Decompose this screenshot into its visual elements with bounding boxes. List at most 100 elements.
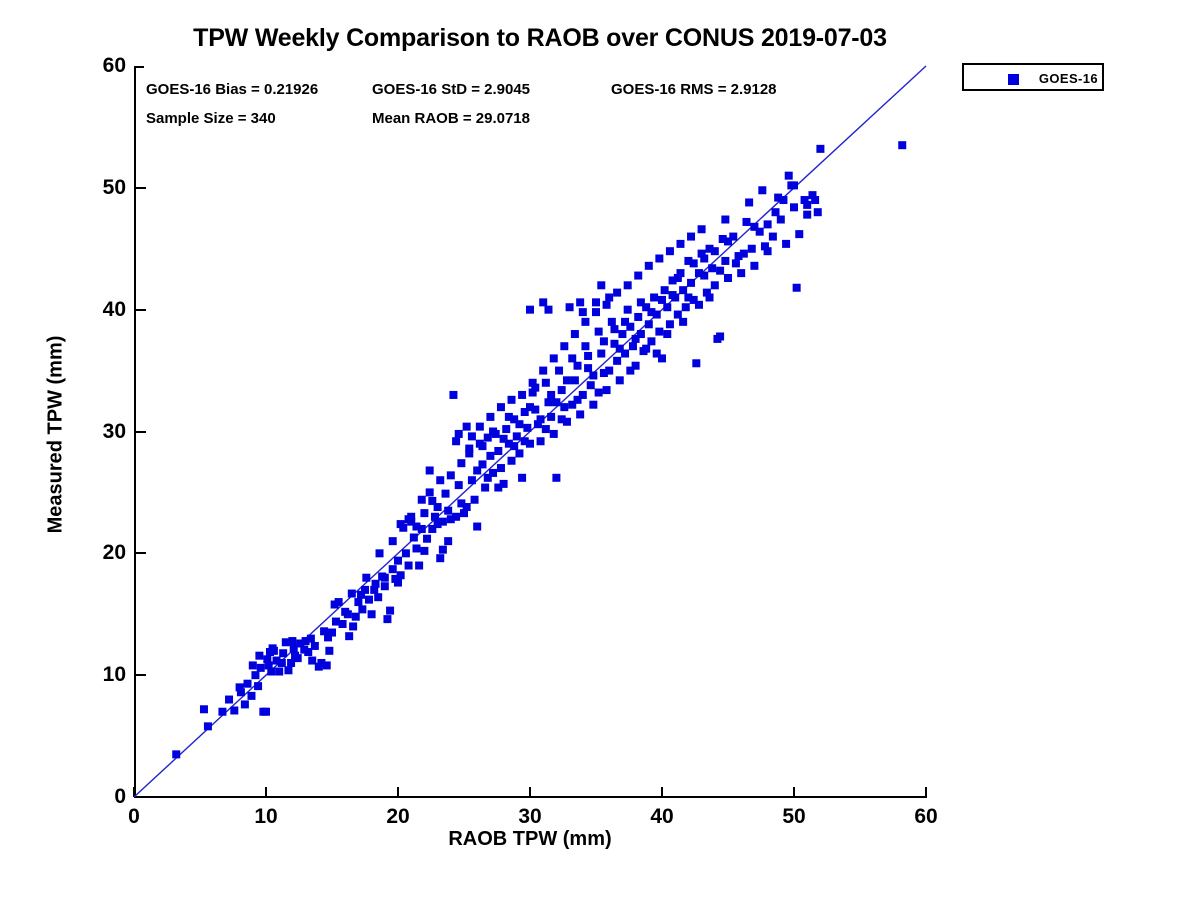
data-point [898,141,907,150]
data-point [708,264,717,273]
x-tick-40 [661,787,663,797]
data-point [763,247,772,256]
data-point [277,658,286,667]
x-tick-label-0: 0 [128,805,140,828]
data-point [507,456,516,465]
data-point [465,444,474,453]
data-point [795,230,804,239]
data-point [256,663,265,672]
data-point [665,247,674,256]
data-point [531,383,540,392]
data-point [264,661,273,670]
data-point [412,544,421,553]
data-point [549,429,558,438]
data-point [489,468,498,477]
data-point [279,649,288,658]
data-point [499,479,508,488]
data-point [287,658,296,667]
data-point [745,198,754,207]
data-point [570,376,579,385]
data-point [644,320,653,329]
data-point [454,481,463,490]
data-point [618,330,627,339]
data-point [718,235,727,244]
data-point [473,522,482,531]
data-point [462,422,471,431]
data-point [578,308,587,317]
y-axis-top-tick [134,66,144,68]
data-point [636,298,645,307]
y-tick-20 [136,552,146,555]
data-point [374,593,383,602]
data-point [320,627,329,636]
data-point [494,483,503,492]
data-point [663,303,672,312]
data-point [623,305,632,314]
data-point [267,667,276,676]
data-point [370,585,379,594]
data-point [586,381,595,390]
data-point [750,261,759,270]
data-point [420,509,429,518]
data-point [576,410,585,419]
data-point [803,200,812,209]
y-axis-line [134,66,136,798]
x-tick-label-10: 10 [254,805,278,828]
data-point [689,259,698,268]
data-point [679,317,688,326]
data-point [423,534,432,543]
y-tick-label-60: 60 [102,54,126,77]
annotation-sample-size: Sample Size = 340 [146,110,276,127]
data-point [417,524,426,533]
data-point [436,554,445,563]
y-tick-label-50: 50 [102,175,126,199]
y-tick-label-40: 40 [102,297,126,321]
data-point [486,412,495,421]
data-point [446,515,455,524]
data-point [452,512,461,521]
data-point [729,232,738,241]
data-point [790,203,798,212]
x-tick-0 [133,787,135,797]
data-point [739,249,748,258]
data-point [394,556,402,565]
data-point [345,632,354,641]
data-point [565,303,574,312]
data-point [673,310,682,319]
data-point [417,495,426,504]
data-point [449,390,458,399]
data-point [665,320,674,329]
data-point [681,303,690,312]
data-point [615,344,624,353]
data-point [605,366,614,375]
data-point [589,400,598,409]
data-point [782,239,791,248]
annotation-rms: GOES-16 RMS = 2.9128 [611,81,777,98]
legend-swatch-goes16 [1008,74,1019,85]
x-tick-label-30: 30 [518,805,542,828]
legend[interactable]: GOES-16 [962,63,1104,91]
data-point [621,317,630,326]
annotation-std: GOES-16 StD = 2.9045 [372,81,530,98]
data-point [430,512,439,521]
data-point [689,295,698,304]
legend-label-goes16: GOES-16 [1038,71,1098,86]
data-point [248,661,257,670]
data-point [404,561,413,570]
data-point [380,573,389,582]
data-point [800,196,809,205]
x-axis-label: RAOB TPW (mm) [448,828,612,850]
data-point [486,451,495,460]
data-point [734,252,743,261]
data-point [668,291,677,300]
data-point [322,661,331,670]
data-point [354,598,363,607]
data-point [343,610,352,619]
data-point [306,634,315,643]
data-point [230,706,239,715]
y-tick-label-0: 0 [114,785,126,808]
data-point [526,439,534,448]
data-point [512,432,521,441]
data-point [371,579,380,588]
data-point [811,196,820,205]
